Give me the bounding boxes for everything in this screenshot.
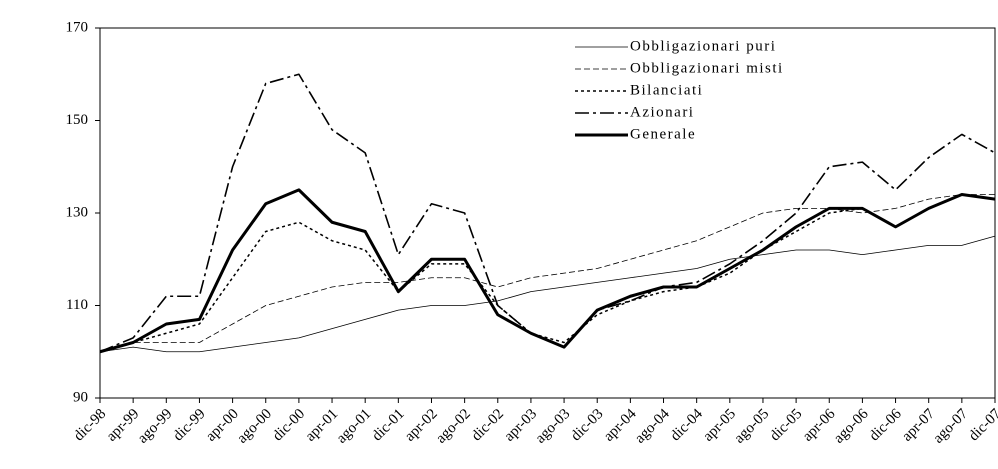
series-line — [99, 194, 995, 353]
x-tick-label: apr-02 — [402, 406, 441, 445]
x-tick-label: ago-03 — [533, 406, 574, 447]
x-tick-label: dic-98 — [71, 406, 109, 444]
x-tick-label: dic-04 — [668, 406, 707, 445]
series-line — [99, 188, 996, 354]
x-tick-label: dic-00 — [270, 406, 308, 444]
legend-label: Bilanciati — [630, 82, 703, 98]
x-tick-label: ago-05 — [731, 406, 772, 447]
y-tick-label: 110 — [66, 297, 88, 313]
y-tick-label: 150 — [66, 112, 89, 128]
legend-label: Generale — [630, 126, 696, 142]
x-tick-label: ago-01 — [334, 406, 375, 447]
x-tick-label: dic-05 — [767, 406, 805, 444]
x-tick-label: ago-06 — [831, 406, 872, 447]
x-tick-label: ago-00 — [234, 406, 275, 447]
legend-label: Obbligazionari misti — [630, 60, 784, 76]
y-tick-label: 90 — [73, 389, 88, 405]
y-tick-label: 130 — [66, 204, 89, 220]
x-tick-label: dic-07 — [966, 406, 998, 445]
series-line — [99, 73, 996, 353]
series-line — [99, 235, 996, 353]
series-line — [99, 193, 996, 353]
x-tick-label: apr-00 — [203, 406, 242, 445]
x-tick-label: ago-99 — [135, 406, 176, 447]
x-tick-label: apr-03 — [501, 406, 540, 445]
x-tick-label: apr-01 — [303, 406, 342, 445]
x-tick-label: dic-99 — [170, 406, 208, 444]
x-tick-label: apr-99 — [104, 406, 143, 445]
x-tick-label: dic-02 — [469, 406, 507, 444]
x-tick-label: apr-05 — [700, 406, 739, 445]
x-tick-label: ago-04 — [632, 406, 673, 447]
x-tick-label: dic-03 — [568, 406, 606, 444]
x-tick-label: ago-07 — [930, 406, 971, 447]
x-tick-label: dic-01 — [369, 406, 407, 444]
x-tick-label: ago-02 — [433, 406, 474, 447]
legend-label: Azionari — [630, 104, 694, 120]
x-tick-label: dic-06 — [866, 406, 905, 445]
legend-label: Obbligazionari puri — [630, 38, 776, 54]
y-tick-label: 170 — [66, 19, 89, 35]
